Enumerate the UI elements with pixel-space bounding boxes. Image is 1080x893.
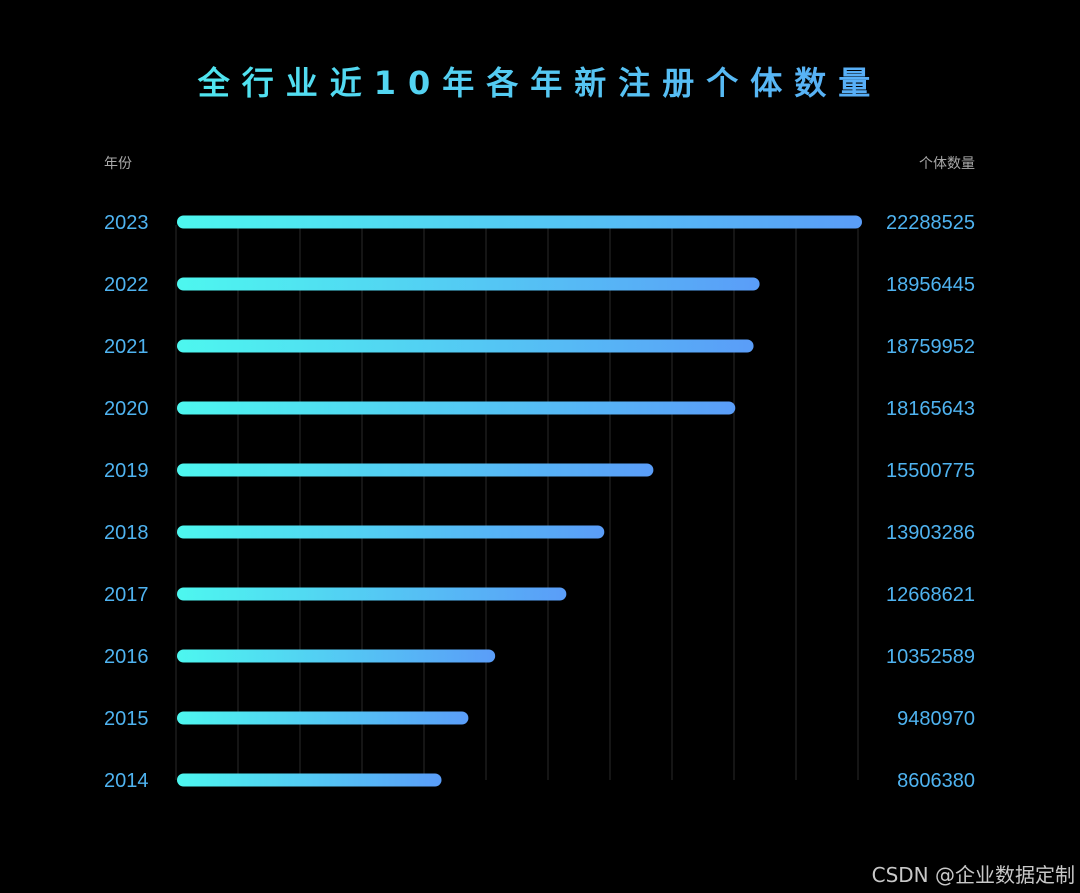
bar-2021 [177,339,754,353]
bar-2023 [177,215,862,229]
bar-2022 [177,277,760,291]
chart-title: 全行业近10年各年新注册个体数量 [0,58,1080,108]
value-label: 18165643 [886,398,975,420]
bar-2019 [177,463,654,477]
value-label: 12668621 [886,584,975,606]
watermark: CSDN @企业数据定制 [871,863,1075,887]
year-label: 2020 [104,398,149,420]
bar-2017 [177,587,567,601]
year-label: 2018 [104,522,149,544]
bar-2018 [177,525,605,539]
year-column-header: 年份 [104,156,132,172]
year-label: 2014 [104,770,149,792]
value-label: 18759952 [886,336,975,358]
value-label: 15500775 [886,460,975,482]
value-label: 8606380 [897,770,975,792]
bar-2015 [177,711,469,725]
count-column-header: 个体数量 [919,156,975,172]
value-label: 18956445 [886,274,975,296]
year-label: 2017 [104,584,149,606]
bar-2014 [177,773,442,787]
value-label: 22288525 [886,212,975,234]
year-label: 2023 [104,212,149,234]
year-label: 2015 [104,708,149,730]
year-label: 2022 [104,274,149,296]
value-label: 13903286 [886,522,975,544]
value-label: 9480970 [897,708,975,730]
year-label: 2021 [104,336,149,358]
bar-2016 [177,649,496,663]
value-label: 10352589 [886,646,975,668]
year-label: 2019 [104,460,149,482]
bar-2020 [177,401,736,415]
year-label: 2016 [104,646,149,668]
